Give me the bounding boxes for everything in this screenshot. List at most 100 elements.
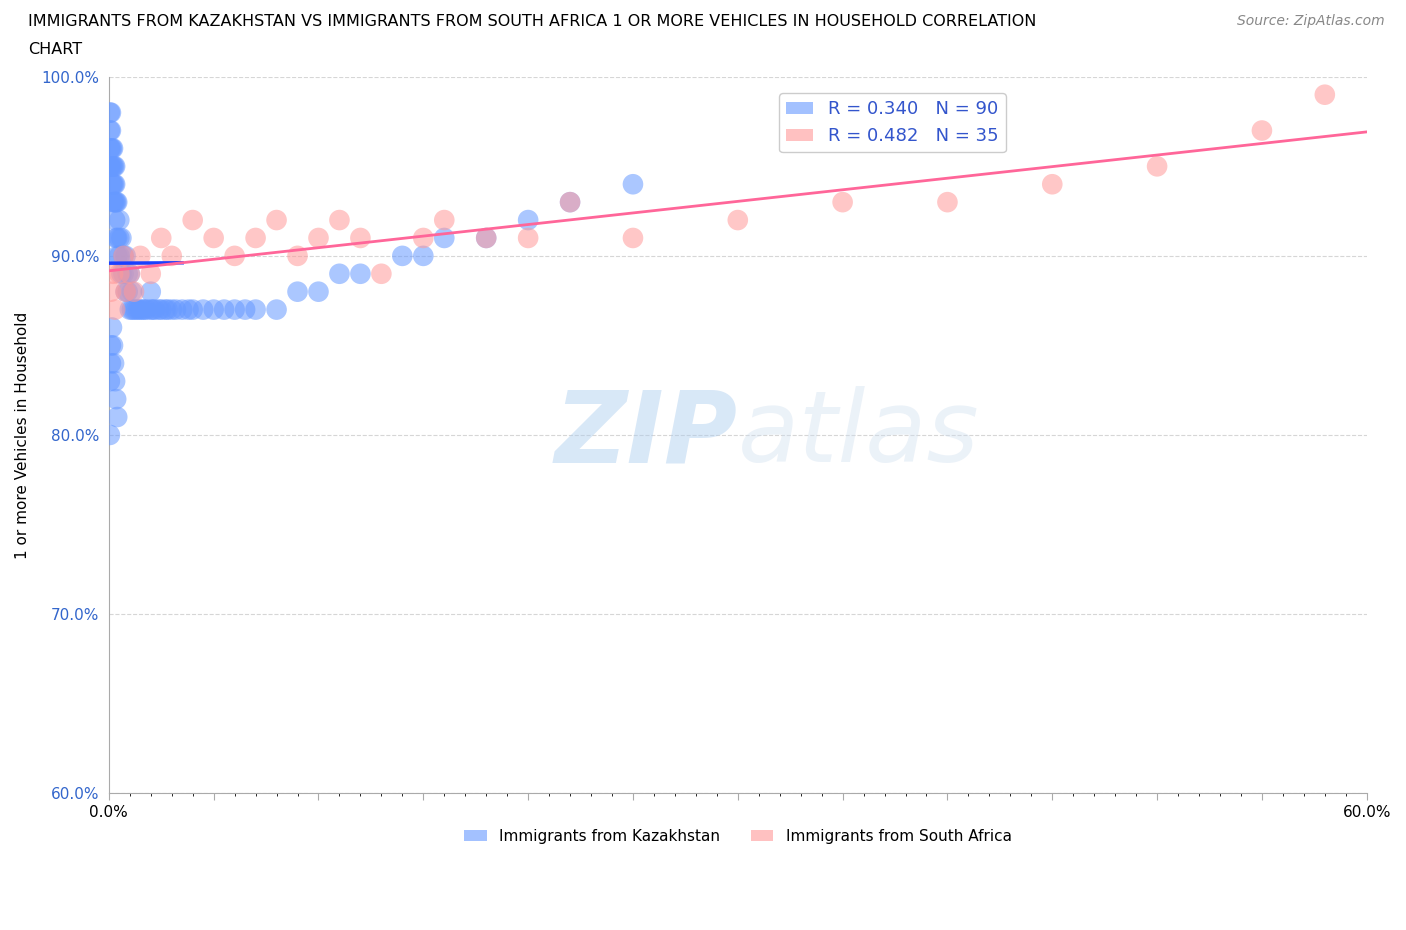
Point	[233, 302, 256, 317]
Text: CHART: CHART	[28, 42, 82, 57]
Point	[105, 231, 128, 246]
Point	[349, 266, 371, 281]
Point	[104, 194, 127, 209]
Point	[105, 194, 128, 209]
Point	[1313, 87, 1336, 102]
Point	[117, 285, 139, 299]
Point	[245, 302, 267, 317]
Point	[121, 302, 143, 317]
Point	[100, 141, 122, 156]
Point	[177, 302, 200, 317]
Point	[104, 177, 127, 192]
Point	[135, 302, 157, 317]
Point	[202, 302, 225, 317]
Point	[98, 159, 121, 174]
Point	[150, 302, 173, 317]
Point	[475, 231, 498, 246]
Point	[245, 231, 267, 246]
Point	[118, 266, 141, 281]
Point	[108, 266, 131, 281]
Text: IMMIGRANTS FROM KAZAKHSTAN VS IMMIGRANTS FROM SOUTH AFRICA 1 OR MORE VEHICLES IN: IMMIGRANTS FROM KAZAKHSTAN VS IMMIGRANTS…	[28, 14, 1036, 29]
Point	[105, 194, 128, 209]
Point	[98, 105, 121, 120]
Point	[156, 302, 179, 317]
Point	[621, 177, 644, 192]
Point	[101, 320, 124, 335]
Point	[105, 231, 128, 246]
Point	[104, 374, 127, 389]
Point	[148, 302, 170, 317]
Point	[110, 266, 132, 281]
Point	[98, 374, 121, 389]
Point	[101, 159, 124, 174]
Point	[118, 302, 141, 317]
Point	[160, 248, 183, 263]
Point	[110, 231, 132, 246]
Point	[1251, 123, 1274, 138]
Point	[1146, 159, 1168, 174]
Point	[139, 266, 162, 281]
Point	[108, 248, 131, 263]
Point	[139, 285, 162, 299]
Text: Source: ZipAtlas.com: Source: ZipAtlas.com	[1237, 14, 1385, 28]
Point	[103, 177, 125, 192]
Point	[114, 285, 136, 299]
Point	[558, 194, 581, 209]
Point	[118, 266, 141, 281]
Point	[134, 302, 156, 317]
Point	[125, 302, 148, 317]
Point	[98, 123, 121, 138]
Point	[108, 231, 131, 246]
Point	[121, 285, 143, 299]
Point	[105, 248, 128, 263]
Point	[117, 266, 139, 281]
Point	[112, 266, 135, 281]
Point	[114, 285, 136, 299]
Point	[433, 213, 456, 228]
Point	[202, 231, 225, 246]
Point	[224, 302, 246, 317]
Point	[224, 248, 246, 263]
Point	[150, 231, 173, 246]
Point	[98, 428, 121, 443]
Point	[100, 285, 122, 299]
Point	[101, 177, 124, 192]
Point	[101, 159, 124, 174]
Point	[129, 302, 152, 317]
Point	[100, 338, 122, 352]
Point	[287, 285, 309, 299]
Point	[108, 213, 131, 228]
Point	[122, 285, 145, 299]
Point	[101, 141, 124, 156]
Point	[100, 356, 122, 371]
Point	[412, 231, 434, 246]
Point	[517, 231, 540, 246]
Point	[103, 356, 125, 371]
Point	[370, 266, 392, 281]
Y-axis label: 1 or more Vehicles in Household: 1 or more Vehicles in Household	[15, 312, 30, 559]
Point	[412, 248, 434, 263]
Point	[112, 248, 135, 263]
Point	[131, 302, 153, 317]
Point	[212, 302, 235, 317]
Point	[831, 194, 853, 209]
Legend: Immigrants from Kazakhstan, Immigrants from South Africa: Immigrants from Kazakhstan, Immigrants f…	[458, 823, 1018, 850]
Point	[172, 302, 194, 317]
Point	[104, 159, 127, 174]
Point	[558, 194, 581, 209]
Point	[328, 266, 350, 281]
Point	[328, 213, 350, 228]
Point	[101, 141, 124, 156]
Point	[349, 231, 371, 246]
Point	[105, 392, 128, 406]
Point	[517, 213, 540, 228]
Point	[98, 141, 121, 156]
Point	[101, 266, 124, 281]
Point	[391, 248, 413, 263]
Point	[308, 231, 330, 246]
Point	[165, 302, 187, 317]
Point	[142, 302, 165, 317]
Text: ZIP: ZIP	[555, 387, 738, 484]
Point	[100, 105, 122, 120]
Point	[155, 302, 177, 317]
